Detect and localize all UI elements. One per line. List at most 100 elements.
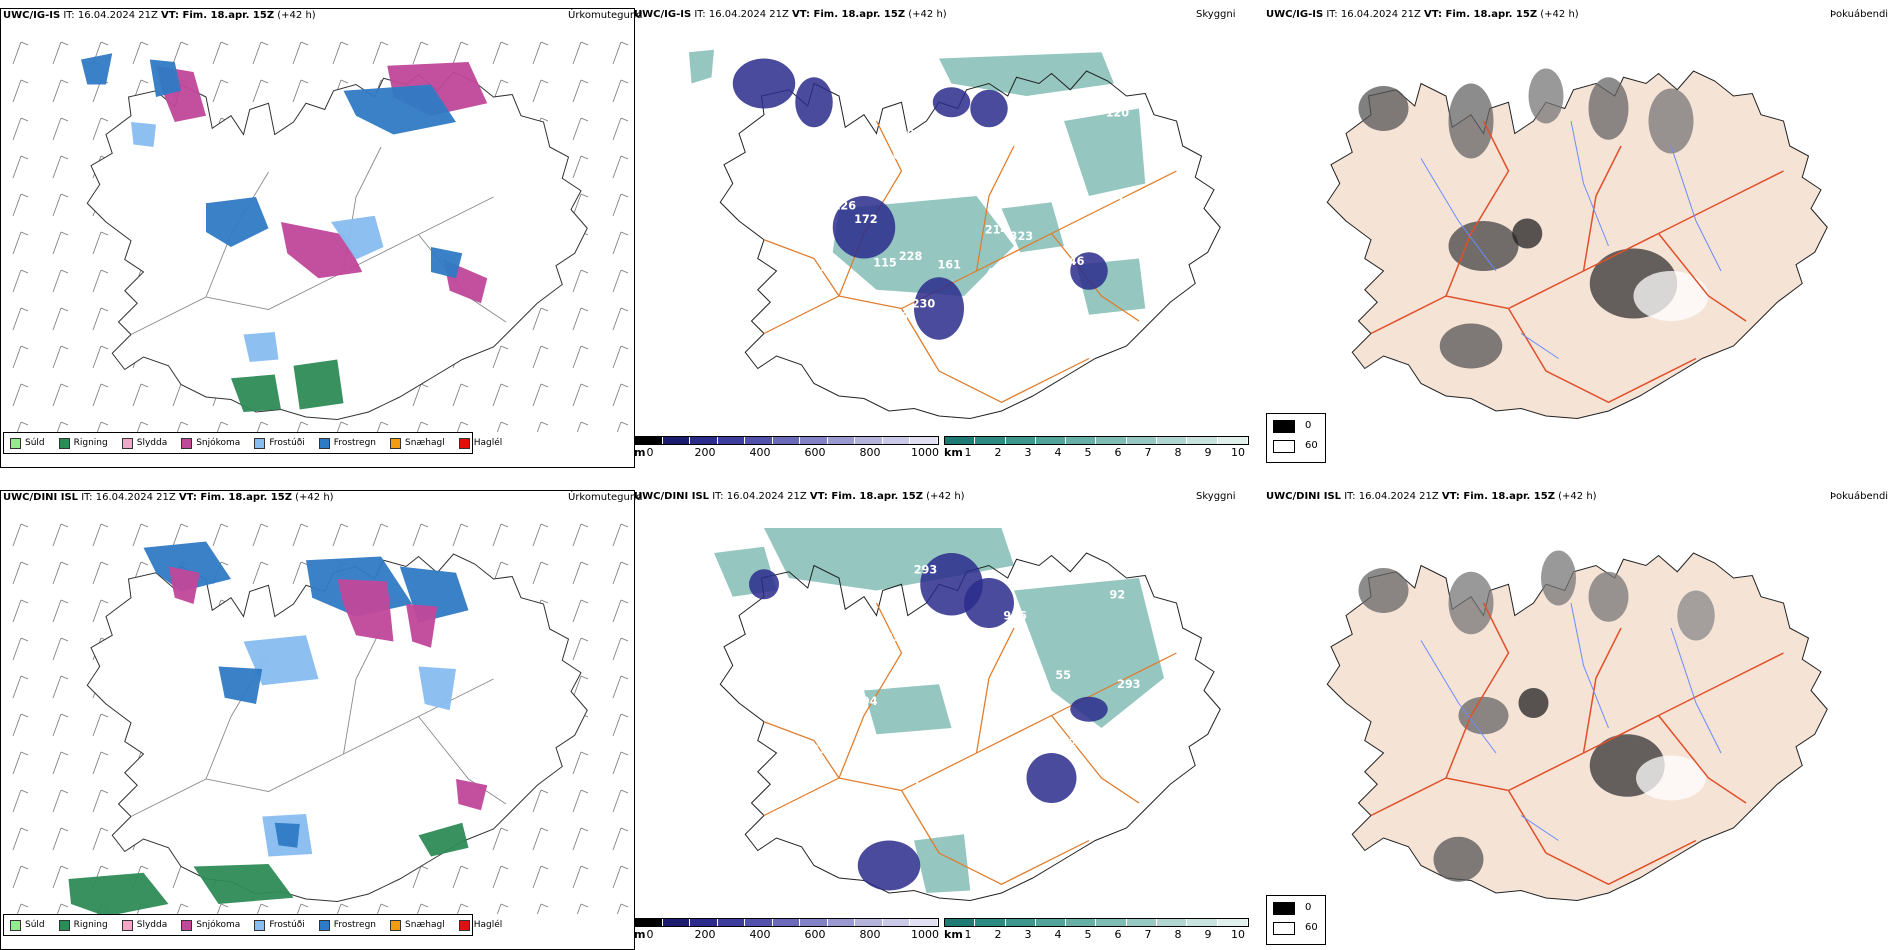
colorbar-cell [855, 919, 883, 926]
wind-barb-icon [12, 307, 29, 331]
visibility-title: Skyggni [1196, 9, 1236, 20]
precip-legend-item: Súld [10, 919, 45, 931]
wind-barb-icon [492, 345, 509, 369]
colorbar-cell [772, 437, 801, 444]
visibility-unit: km [944, 446, 963, 459]
wind-barb-icon [52, 41, 69, 65]
wind-barb-icon [572, 383, 589, 407]
fog-index-area [1588, 571, 1629, 622]
wind-barb-icon [536, 903, 549, 914]
it-label: IT: [78, 492, 96, 503]
wind-barb-icon [376, 421, 389, 432]
precip-area [243, 332, 279, 362]
wind-barb-icon [612, 193, 629, 217]
wind-barb-icon [612, 713, 629, 737]
wind-barb-icon [292, 41, 309, 65]
wind-barb-icon [576, 421, 589, 432]
colorbar-cell [635, 919, 663, 926]
visibility-colorbar-cells [944, 436, 1249, 445]
low-ceiling-area [795, 77, 833, 128]
ceiling-tick: 800 [859, 446, 881, 459]
precip-area [68, 872, 169, 914]
legend-swatch [254, 437, 266, 449]
wind-barb-icon [496, 421, 509, 432]
lead: (+42 h) [1554, 491, 1597, 502]
ceiling-value-label: 69 [992, 332, 1008, 345]
model: UWC/IG-IS [3, 10, 61, 21]
legend-swatch [181, 437, 193, 449]
wind-barb-icon [612, 79, 629, 103]
wind-barb-icon [492, 827, 509, 851]
colorbar-cell [800, 437, 828, 444]
wind-barb-icon [92, 713, 109, 737]
wind-barb-icon [52, 827, 69, 851]
visibility-panel: UWC/DINI ISL IT: 16.04.2024 21Z VT: Fim.… [634, 490, 1326, 950]
precip-area [231, 374, 281, 412]
wind-barb-icon [332, 523, 349, 547]
wind-barb-icon [52, 231, 69, 255]
low-visibility-area [1014, 578, 1164, 728]
wind-barb-icon [172, 523, 189, 547]
visibility-tick: 8 [1174, 446, 1182, 459]
wind-barb-icon [292, 561, 309, 585]
wind-barb-icon [92, 789, 109, 813]
legend-swatch [10, 919, 21, 931]
precip-type-panel: UWC/IG-IS IT: 16.04.2024 21Z VT: Fim. 18… [0, 8, 643, 468]
legend-label: Snæhagl [405, 438, 445, 448]
low-ceiling-area [964, 578, 1014, 628]
wind-barb-icon [572, 269, 589, 293]
lead: (+42 h) [291, 492, 334, 503]
low-ceiling-area [857, 840, 921, 891]
visibility-unit: km [944, 928, 963, 941]
wind-barb-icon [92, 307, 109, 331]
vt-label: VT: [1441, 491, 1464, 502]
wind-barb-icon [52, 269, 69, 293]
ceiling-value-label: 130 [946, 177, 970, 190]
precip-area [274, 822, 300, 848]
wind-barb-icon [12, 231, 29, 255]
wind-barb-icon [456, 903, 469, 914]
colorbar-cell [690, 919, 718, 926]
visibility-panel: UWC/IG-IS IT: 16.04.2024 21Z VT: Fim. 18… [634, 8, 1326, 468]
vt-label: VT: [792, 9, 814, 20]
it-value: 16.04.2024 21Z [1358, 491, 1442, 502]
precip-area [418, 666, 456, 711]
visibility-map: 222 124 231 199 194 284 286 292 129 834 956 609 468 2… [714, 528, 1221, 902]
ceiling-value-label: 214 [985, 224, 1009, 237]
colorbar-cell [1157, 919, 1188, 926]
wind-barb-icon [52, 789, 69, 813]
ceiling-value-label: 199 [986, 749, 1010, 762]
fog-header: UWC/IG-IS IT: 16.04.2024 21Z VT: Fim. 18… [1266, 8, 1579, 22]
wind-barb-icon [92, 117, 109, 141]
precip-area [456, 779, 488, 811]
wind-barb-icon [572, 79, 589, 103]
fog-index-area [1433, 836, 1484, 882]
ceiling-value-label: 190 [716, 712, 740, 725]
visibility-header: UWC/IG-IS IT: 16.04.2024 21Z VT: Fim. 18… [634, 8, 947, 22]
wind-barb-icon [12, 637, 29, 661]
wind-barb-icon [172, 41, 189, 65]
ceiling-value-label: 172 [854, 213, 877, 226]
ceiling-value-label: 112 [1103, 321, 1126, 334]
colorbar-cell [882, 437, 911, 444]
colorbar-cell [1157, 437, 1188, 444]
low-visibility-area [689, 49, 714, 84]
wind-barb-icon [612, 637, 629, 661]
ceiling-value-label: 286 [912, 779, 936, 792]
wind-barb-icon [52, 751, 69, 775]
wind-barb-icon [332, 41, 349, 65]
colorbar-cell [662, 437, 691, 444]
ceiling-unit: m [634, 928, 646, 941]
fog-scale-label: 0 [1305, 902, 1312, 913]
road-network [1370, 120, 1784, 404]
legend-label: Snjókoma [196, 920, 241, 930]
wind-barb-icon [612, 383, 629, 407]
wind-barb-icon [92, 827, 109, 851]
visibility-tick: 2 [994, 928, 1002, 941]
wind-barb-icon [612, 789, 629, 813]
wind-barb-icon [572, 117, 589, 141]
lead: (+42 h) [922, 491, 965, 502]
wind-barb-icon [576, 903, 589, 914]
vt-value: Fim. 18.apr. 15Z [1463, 491, 1555, 502]
wind-barb-icon [572, 637, 589, 661]
